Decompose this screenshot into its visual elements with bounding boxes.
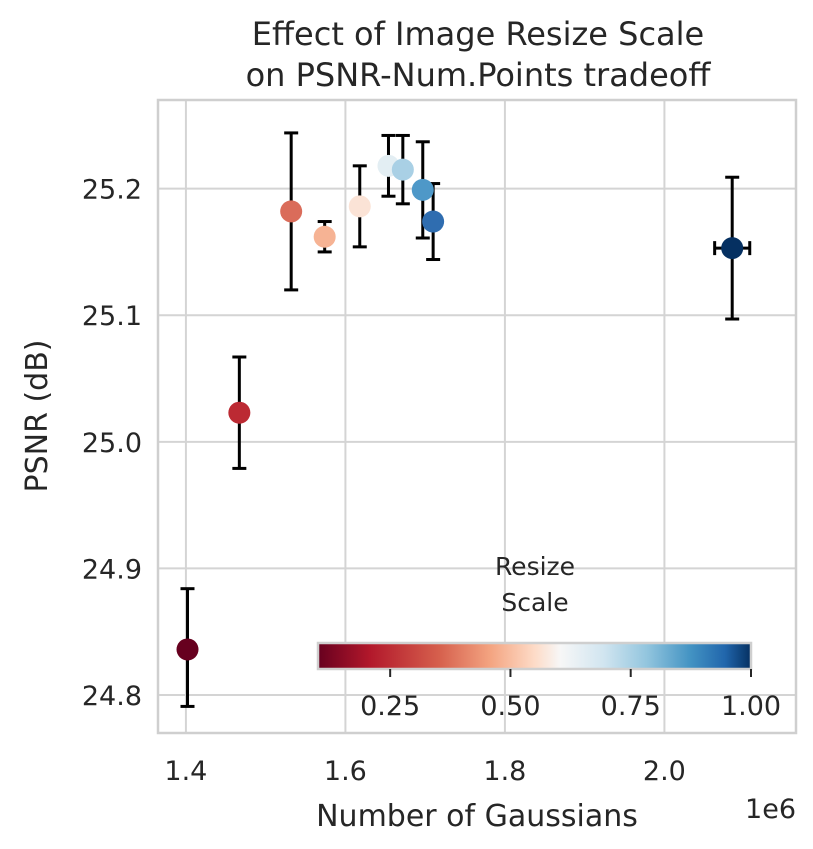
grid [158,100,796,733]
y-axis-label: PSNR (dB) [20,340,55,493]
x-tick-label: 1.6 [324,756,367,787]
y-tick-label: 25.0 [82,428,142,459]
plot-frame [156,98,798,735]
colorbar-tick-label: 0.25 [360,691,420,722]
chart-title-line-1: Effect of Image Resize Scale [252,15,704,53]
colorbar-title-line-2: Scale [501,588,568,617]
data-point [422,210,445,233]
data-point [391,158,414,181]
y-tick-label: 25.2 [82,175,142,206]
colorbar-ticks: 0.25 0.50 0.75 1.00 [360,669,781,722]
chart-title-line-2: on PSNR-Num.Points tradeoff [246,56,712,94]
colorbar-tick-label: 1.00 [721,691,781,722]
data-point [280,200,303,223]
data-point [176,638,199,661]
x-axis-label: Number of Gaussians [316,799,638,834]
x-tick-label: 1.4 [164,756,207,787]
data-point [348,195,371,218]
y-tick-label: 24.9 [82,554,142,585]
colorbar-tick-label: 0.75 [601,691,661,722]
data-point [411,178,434,201]
y-tick-labels: 24.8 24.9 25.0 25.1 25.2 [82,175,142,712]
data-points [176,154,744,661]
y-tick-label: 25.1 [82,301,142,332]
data-point [313,225,336,248]
data-point [721,237,744,260]
colorbar-tick-label: 0.50 [480,691,540,722]
x-tick-label: 1.8 [483,756,526,787]
colorbar-title-line-1: Resize [495,552,575,581]
y-tick-label: 24.8 [82,681,142,712]
colorbar-gradient [316,641,753,671]
data-point [228,401,251,424]
colorbar: Resize Scale 0.25 0.50 0.75 1.00 [316,552,781,722]
x-tick-label: 2.0 [643,756,686,787]
x-tick-labels: 1.4 1.6 1.8 2.0 [164,756,685,787]
x-offset-label: 1e6 [745,794,796,825]
